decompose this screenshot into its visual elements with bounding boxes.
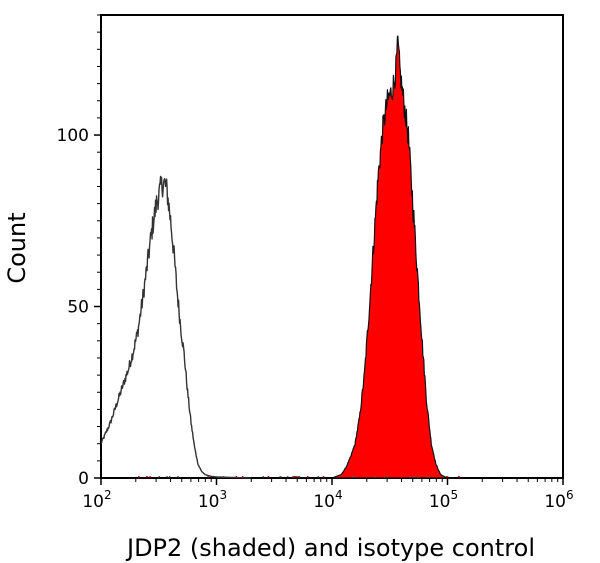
series-layer: [100, 35, 460, 479]
baseline-event: [317, 476, 320, 478]
baseline-event: [177, 476, 179, 478]
y-tick-label: 50: [67, 298, 89, 318]
baseline-event: [241, 476, 244, 478]
baseline-event: [166, 476, 168, 478]
x-tick-label: 103: [198, 488, 227, 512]
x-tick-label: 106: [544, 488, 573, 512]
baseline-event: [374, 476, 376, 478]
baseline-event: [295, 476, 297, 478]
x-tick-label: 104: [313, 488, 342, 512]
x-tick-label: 102: [82, 488, 111, 512]
y-tick-label: 100: [57, 126, 89, 146]
baseline-event: [168, 476, 171, 478]
baseline-events: [138, 476, 460, 478]
baseline-event: [235, 476, 238, 478]
baseline-event: [446, 476, 448, 478]
baseline-event: [207, 476, 209, 478]
baseline-event: [138, 476, 140, 478]
baseline-event: [296, 476, 298, 478]
baseline-event: [427, 476, 429, 478]
baseline-event: [267, 476, 270, 478]
x-axis-title: JDP2 (shaded) and isotype control: [125, 534, 535, 562]
baseline-event: [358, 476, 361, 478]
baseline-event: [413, 476, 415, 478]
baseline-event: [262, 476, 264, 478]
baseline-event: [292, 476, 294, 478]
y-tick-label: 0: [78, 469, 89, 489]
baseline-event: [430, 476, 432, 478]
baseline-event: [222, 476, 225, 478]
baseline-event: [286, 476, 289, 478]
baseline-event: [297, 476, 300, 478]
baseline-event: [149, 476, 151, 478]
plot-frame: [100, 14, 564, 479]
baseline-event: [352, 476, 354, 478]
baseline-event: [298, 476, 301, 478]
baseline-event: [158, 476, 160, 478]
baseline-event: [458, 476, 460, 478]
y-axis: 0 50 100: [57, 14, 101, 489]
baseline-event: [383, 476, 386, 478]
baseline-event: [307, 476, 309, 478]
series-area-jdp2: [331, 35, 454, 479]
series-line-isotype-control: [100, 175, 252, 479]
x-tick-label: 105: [429, 488, 458, 512]
baseline-event: [293, 476, 295, 478]
baseline-event: [409, 476, 411, 478]
baseline-event: [410, 476, 413, 478]
baseline-event: [279, 476, 281, 478]
baseline-event: [322, 476, 325, 478]
x-axis: 102 103 104 105 106: [82, 478, 574, 512]
baseline-event: [417, 476, 419, 478]
y-axis-title: Count: [3, 212, 31, 283]
baseline-event: [146, 476, 148, 478]
